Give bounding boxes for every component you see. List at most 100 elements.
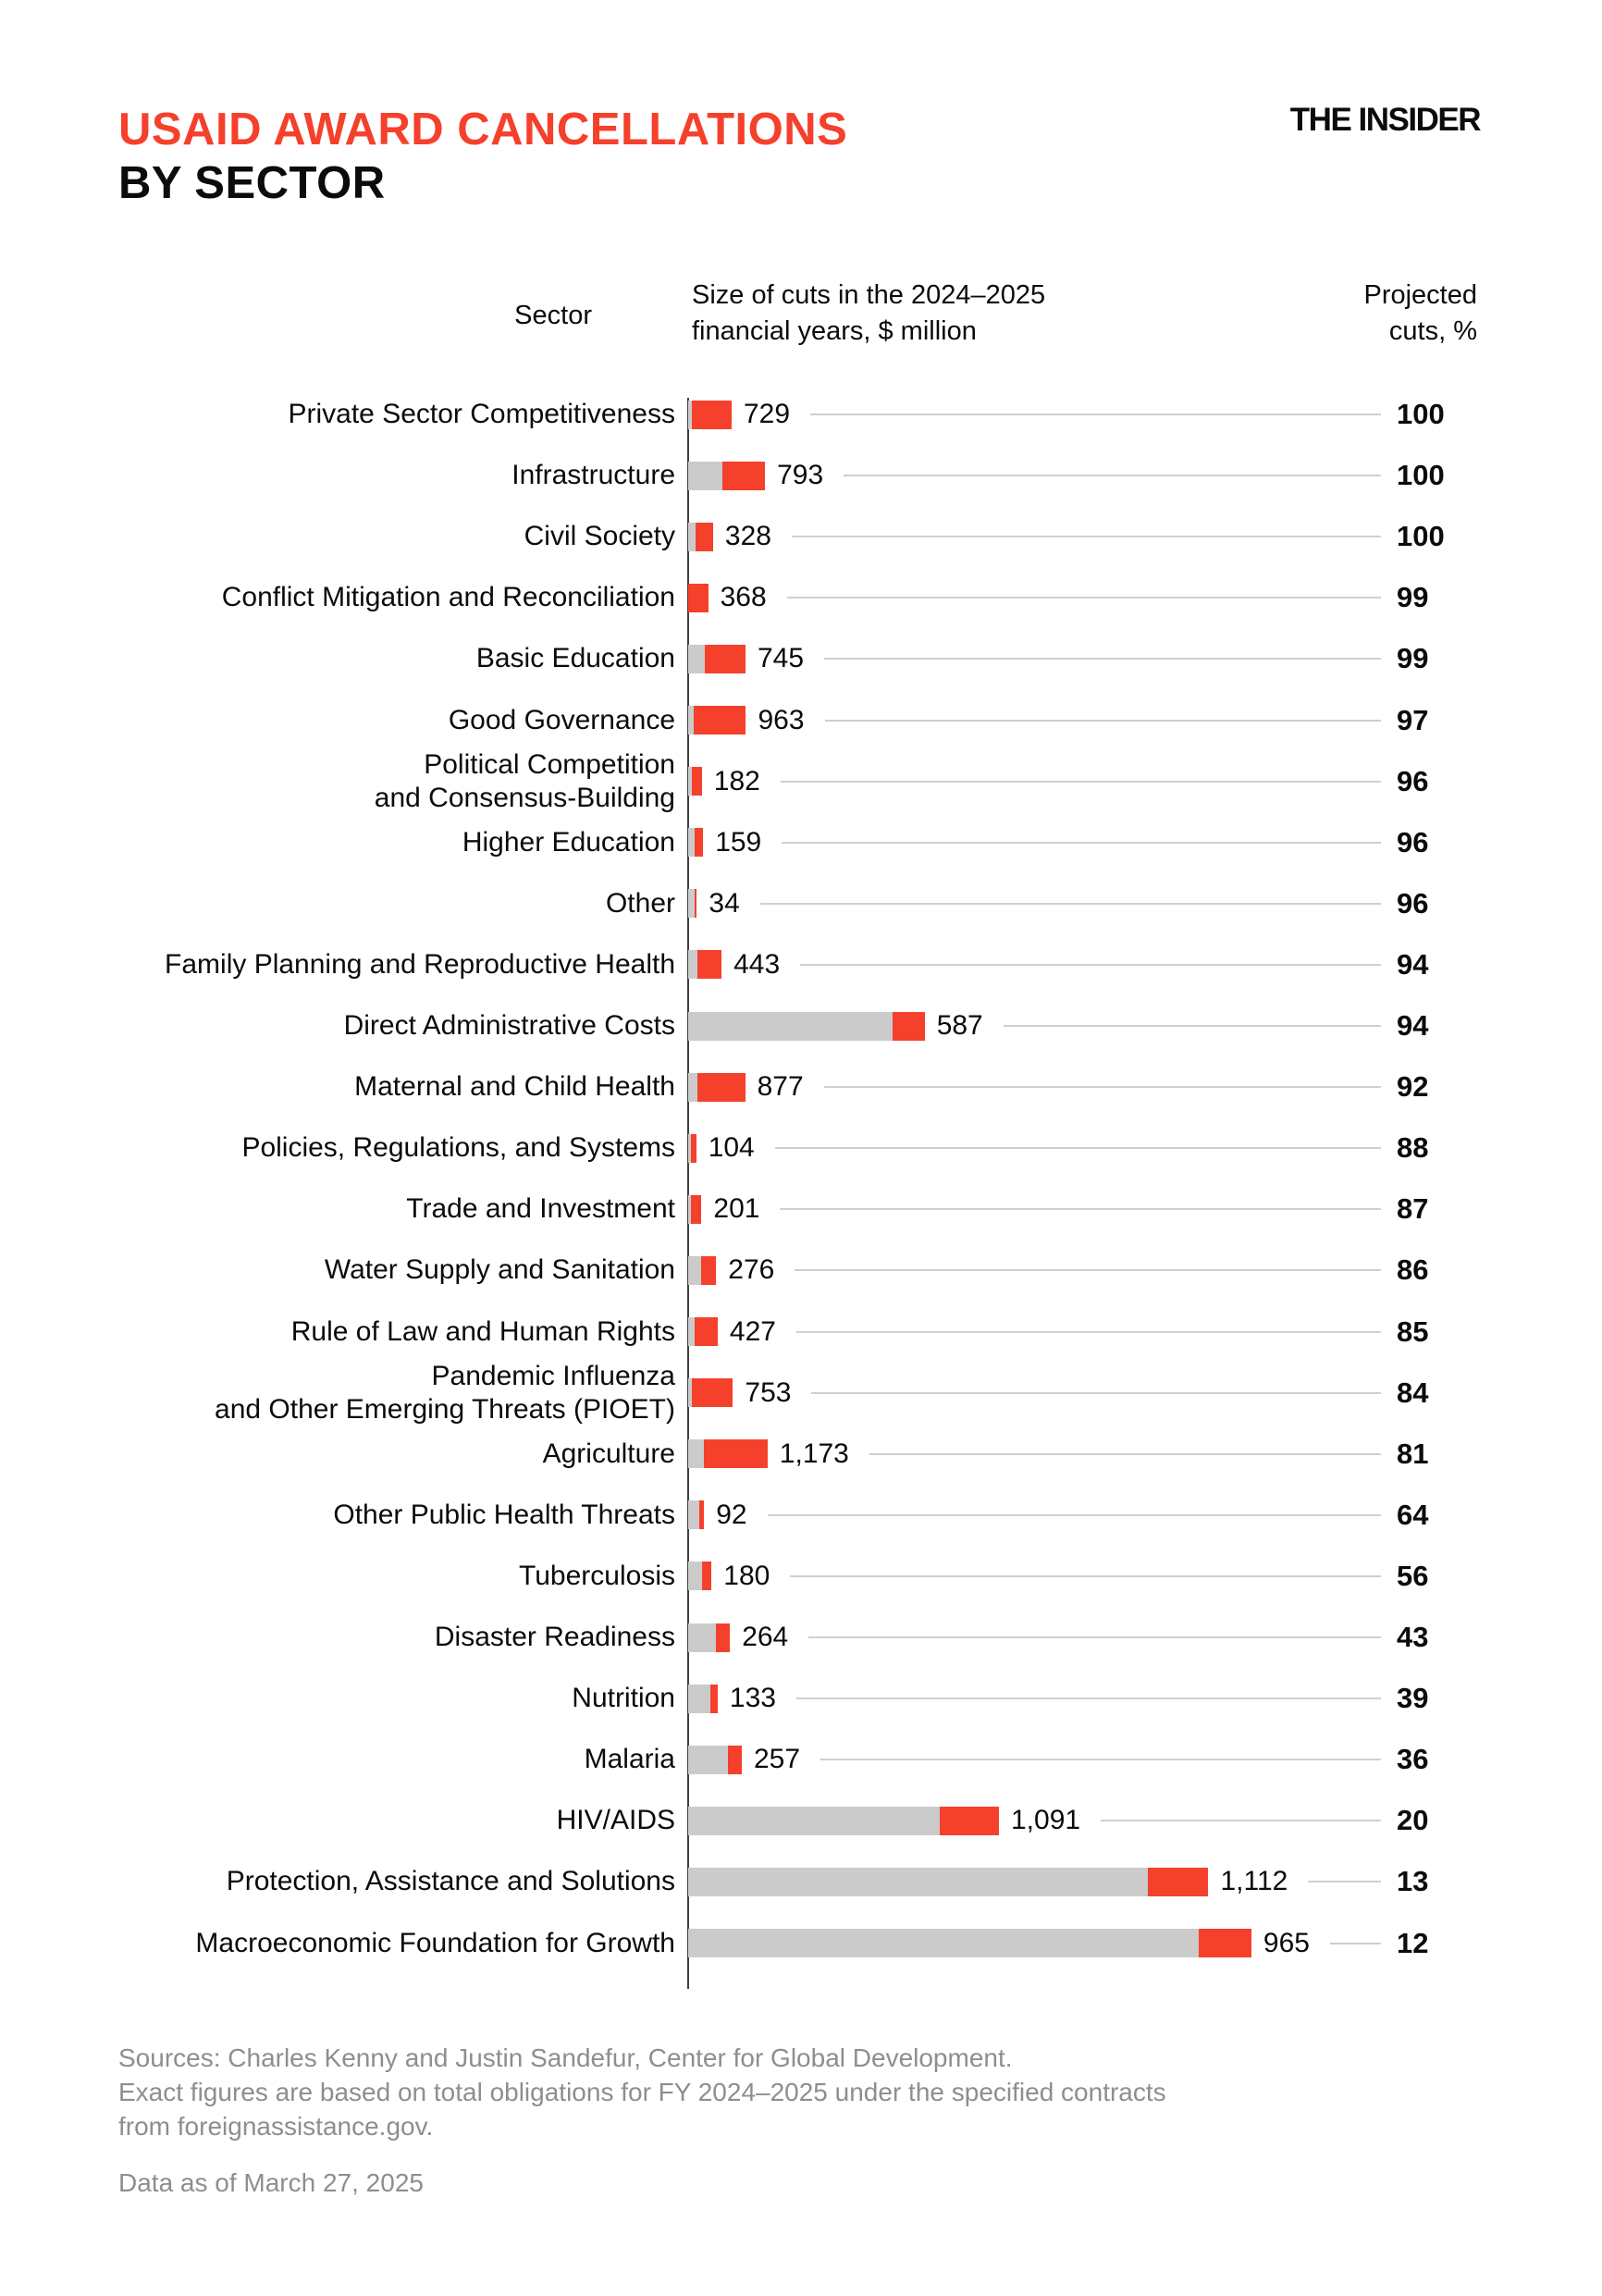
leader-line [844,475,1381,477]
bar-gray-segment [688,644,706,673]
projected-pct-value: 64 [1397,1498,1429,1531]
column-header-size-of-cuts: Size of cuts in the 2024–2025 financial … [692,280,1046,346]
bar-row: 182 96 [688,751,1480,812]
bar-row: 745 99 [688,628,1480,689]
sector-label: Policies, Regulations, and Systems [241,1132,675,1164]
bar-gray-segment [688,1317,695,1346]
bar-row: 443 94 [688,934,1480,995]
sector-label: Maternal and Child Health [354,1071,675,1103]
bar-red-segment [688,583,709,612]
bar-gray-segment [688,1133,691,1163]
leader-line [1003,1025,1381,1027]
bar-gray-segment [688,400,693,429]
projected-pct-value: 36 [1397,1743,1429,1776]
bar-row: 1,112 13 [688,1851,1480,1912]
bar-red-segment [1148,1867,1209,1896]
bar-gray-segment [688,1439,704,1469]
leader-line [1101,1820,1381,1822]
sector-label: Civil Society [524,521,675,552]
bar-red-segment [697,1072,746,1102]
bar-gray-segment [688,461,722,490]
leader-line [1308,1881,1381,1883]
bar-value-label: 182 [713,765,760,796]
sector-label: Disaster Readiness [434,1622,675,1652]
leader-line [823,1086,1381,1089]
bar-row: 1,173 81 [688,1424,1480,1485]
bar-gray-segment [688,828,695,858]
bar-row: 34 96 [688,873,1480,934]
bar-red-segment [1199,1929,1251,1957]
projected-pct-value: 13 [1397,1865,1429,1898]
footer-data-note: Data as of March 27, 2025 [118,2168,424,2197]
bar-value-label: 443 [733,948,781,980]
leader-line [790,1574,1381,1577]
bar-value-label: 1,112 [1220,1866,1288,1897]
bar-row: 793 100 [688,445,1480,506]
bar-row: 201 87 [688,1179,1480,1240]
projected-pct-value: 85 [1397,1315,1429,1348]
sector-label: Family Planning and Reproductive Health [165,948,675,980]
bar-row: 257 36 [688,1729,1480,1790]
sector-label: Tuberculosis [519,1560,675,1591]
bar-red-segment [701,1562,712,1591]
bar-gray-segment [688,1194,691,1224]
sector-label: Other [605,887,675,919]
leader-line [759,902,1381,905]
bar-value-label: 264 [742,1622,789,1652]
bar-gray-segment [688,1745,728,1774]
bar-value-label: 1,173 [779,1438,849,1469]
bar-value-label: 793 [777,460,824,491]
projected-pct-value: 94 [1397,1009,1429,1042]
bar-red-segment [692,1378,733,1408]
bar-gray-segment [688,1011,893,1041]
sector-label: Water Supply and Sanitation [324,1254,675,1286]
bar-red-segment [690,1194,702,1224]
footer-sources: Sources: Charles Kenny and Justin Sandef… [118,2043,1166,2141]
leader-line [810,414,1381,415]
sector-label: Direct Administrative Costs [343,1010,675,1041]
projected-pct-value: 92 [1397,1070,1429,1104]
bar-row: 877 92 [688,1056,1480,1117]
bar-red-segment [710,1684,718,1713]
bar-gray-segment [688,706,694,734]
leader-line [824,719,1381,722]
publisher-logo: THE INSIDER [1289,102,1482,138]
bar-row: 587 94 [688,995,1480,1056]
bar-value-label: 92 [716,1499,747,1530]
projected-pct-value: 20 [1397,1804,1429,1837]
sector-label: Macroeconomic Foundation for Growth [195,1927,675,1958]
bar-red-segment [692,767,702,796]
bar-red-segment [715,1623,731,1652]
bar-value-label: 745 [757,643,805,674]
bar-gray-segment [688,889,696,919]
sector-label: Political Competition and Consensus-Buil… [374,748,675,813]
chart-axis-line [687,398,689,1989]
bar-row: 159 96 [688,812,1480,873]
bar-gray-segment [688,767,693,796]
bar-value-label: 963 [758,704,805,735]
bar-row: 963 97 [688,690,1480,751]
bar-value-label: 133 [729,1683,776,1714]
bar-row: 92 64 [688,1485,1480,1546]
sector-label: Malaria [584,1744,675,1775]
sector-label: Good Governance [448,704,675,735]
bar-red-segment [693,706,746,734]
bar-row: 753 84 [688,1363,1480,1424]
sector-label: Agriculture [542,1438,675,1469]
leader-line [869,1452,1381,1455]
bar-row: 133 39 [688,1668,1480,1729]
leader-line [824,658,1381,660]
bar-value-label: 1,091 [1010,1805,1081,1836]
bar-red-segment [694,828,704,858]
bar-red-segment [698,1500,705,1530]
leader-line [780,1208,1381,1211]
sector-label: Rule of Law and Human Rights [290,1315,675,1347]
projected-pct-value: 56 [1397,1559,1429,1592]
bar-value-label: 328 [724,521,771,552]
bar-gray-segment [688,1929,1200,1957]
leader-line [800,963,1381,966]
bar-gray-segment [688,1255,702,1285]
sector-label: Protection, Assistance and Solutions [226,1866,675,1897]
column-header-projected-cuts: Projected cuts, % [1363,280,1477,346]
